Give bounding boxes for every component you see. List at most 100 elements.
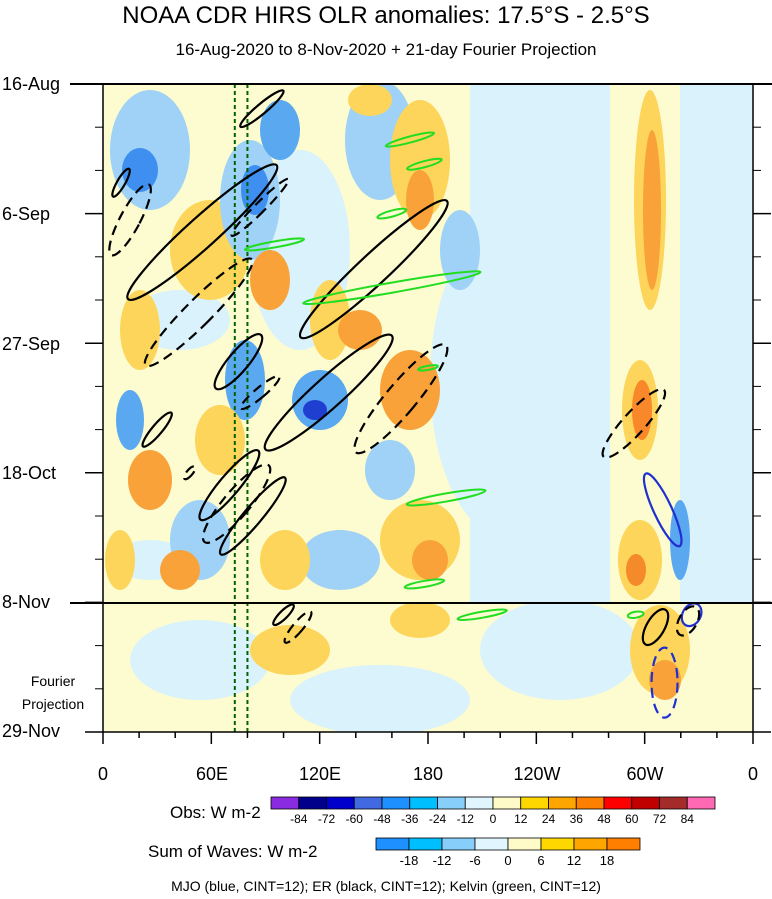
kelvin-contour-25 <box>302 270 482 306</box>
waves-colorbar-label: 12 <box>567 853 581 868</box>
y-tick-label-4: 18-Oct <box>2 463 57 483</box>
obs-colorbar-swatch-8 <box>464 796 494 810</box>
obs-colorbar-swatch-9 <box>492 796 522 810</box>
waves-colorbar-label: -6 <box>469 853 481 868</box>
er-contour-22 <box>675 605 701 637</box>
obs-colorbar-swatch-15 <box>659 796 688 810</box>
obs-colorbar-swatch-7 <box>437 796 466 810</box>
waves-colorbar-swatch-2 <box>408 837 443 851</box>
er-contour-4 <box>239 89 285 129</box>
obs-colorbar-swatch-3 <box>326 796 355 810</box>
er-contour-18 <box>201 463 272 544</box>
er-contour-23 <box>272 603 295 627</box>
obs-colorbar-label: 36 <box>570 812 584 826</box>
obs-colorbar-title: Obs: W m-2 <box>170 803 261 822</box>
er-contour-6 <box>108 183 152 257</box>
obs-colorbar-label: -12 <box>457 812 475 826</box>
anomaly-field <box>105 84 753 603</box>
x-tick-label-5: 120W <box>513 764 561 784</box>
x-tick-label-7: 0 <box>747 764 758 784</box>
obs-colorbar-swatch-6 <box>409 796 438 810</box>
waves-colorbar-swatch-1 <box>375 837 410 851</box>
er-contour-17 <box>198 448 261 522</box>
kelvin-contour-27 <box>405 157 443 171</box>
mjo-contour-1 <box>642 472 683 548</box>
obs-colorbar-label: 48 <box>597 812 611 826</box>
obs-colorbar-swatch-4 <box>353 796 383 810</box>
kelvin-contour-33 <box>626 610 645 620</box>
obs-colorbar-swatch-5 <box>381 796 411 810</box>
waves-colorbar-label: -12 <box>433 853 452 868</box>
er-contour-20 <box>601 388 667 459</box>
er-contour-14 <box>353 343 449 455</box>
x-tick-label-6: 60W <box>626 764 664 784</box>
waves-colorbar-title: Sum of Waves: W m-2 <box>148 842 318 861</box>
waves-colorbar-label: -18 <box>400 853 419 868</box>
chart-subtitle: 16-Aug-2020 to 8-Nov-2020 + 21-day Fouri… <box>175 40 597 59</box>
projection-field <box>103 600 753 732</box>
x-tick-label-4: 180 <box>412 764 444 784</box>
obs-colorbar-label: -84 <box>290 812 308 826</box>
obs-colorbar-swatch-10 <box>520 796 549 810</box>
projection-label: Fourier Projection <box>18 670 88 716</box>
er-contour-13 <box>263 333 394 452</box>
waves-colorbar-swatch-5 <box>507 837 542 851</box>
kelvin-contour-34 <box>417 364 439 372</box>
kelvin-contour-29 <box>243 237 306 252</box>
waves-colorbar-label: 6 <box>537 853 544 868</box>
waves-colorbar-label: 0 <box>504 853 511 868</box>
waves-colorbar-swatch-4 <box>474 837 509 851</box>
waves-colorbar-swatch-6 <box>540 837 575 851</box>
obs-colorbar-swatch-12 <box>575 796 605 810</box>
obs-colorbar-swatch-16 <box>686 796 716 810</box>
obs-colorbar-label: -72 <box>318 812 336 826</box>
er-contour-9 <box>143 257 254 368</box>
waves-colorbar-swatch-3 <box>441 837 476 851</box>
er-contour-5 <box>111 167 131 198</box>
y-tick-label-2: 6-Sep <box>2 204 51 224</box>
obs-colorbar-swatch-14 <box>631 796 660 810</box>
projection-label-line1: Fourier <box>30 673 76 689</box>
er-contour-19 <box>218 476 287 556</box>
er-contour-15 <box>141 411 173 448</box>
er-contour-11 <box>213 333 264 391</box>
legend-footer: MJO (blue, CINT=12); ER (black, CINT=12)… <box>171 878 601 894</box>
chart-title: NOAA CDR HIRS OLR anomalies: 17.5°S - 2.… <box>122 2 650 29</box>
obs-colorbar-swatch-1 <box>270 796 300 810</box>
waves-colorbar-swatch-7 <box>573 837 608 851</box>
waves-colorbar-swatch-8 <box>606 837 641 851</box>
kelvin-contour-28 <box>376 207 408 220</box>
obs-colorbar-label: 84 <box>681 812 695 826</box>
obs-colorbar-label: -36 <box>401 812 419 826</box>
kelvin-contour-30 <box>405 488 487 507</box>
er-contour-12 <box>239 374 281 411</box>
x-tick-label-1: 0 <box>97 764 108 784</box>
obs-colorbar-swatch-11 <box>548 796 577 810</box>
mjo-contour-2 <box>650 646 679 719</box>
er-contour-16 <box>182 465 197 481</box>
projection-label-line2: Projection <box>21 696 85 712</box>
kelvin-contour-31 <box>403 578 446 590</box>
y-tick-label-1: 16-Aug <box>2 74 61 94</box>
obs-colorbar-label: 72 <box>653 812 667 826</box>
kelvin-contour-32 <box>456 608 508 621</box>
obs-colorbar-label: -24 <box>429 812 447 826</box>
obs-colorbar-label: 24 <box>542 812 556 826</box>
y-tick-label-6: 29-Nov <box>2 721 61 741</box>
er-contour-24 <box>283 610 313 644</box>
obs-colorbar-label: 12 <box>514 812 528 826</box>
x-tick-label-3: 120E <box>298 764 342 784</box>
waves-colorbar-label: 18 <box>600 853 614 868</box>
y-tick-label-5: 8-Nov <box>2 592 51 612</box>
er-contour-21 <box>641 608 670 647</box>
obs-colorbar-label: -48 <box>373 812 391 826</box>
kelvin-contour-26 <box>384 131 436 148</box>
obs-colorbar-swatch-13 <box>603 796 633 810</box>
y-tick-label-3: 27-Sep <box>2 334 61 354</box>
obs-colorbar-label: 60 <box>625 812 639 826</box>
x-tick-label-2: 60E <box>195 764 229 784</box>
obs-colorbar-swatch-2 <box>298 796 327 810</box>
er-contour-7 <box>126 163 279 302</box>
obs-colorbar-label: -60 <box>346 812 364 826</box>
